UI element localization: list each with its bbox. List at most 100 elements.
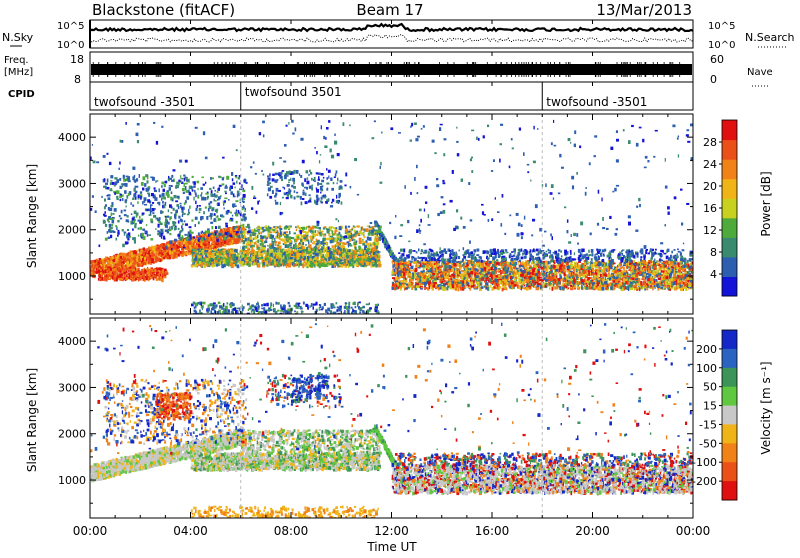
power-echo <box>117 255 119 258</box>
power-echo <box>378 226 380 229</box>
power-echo <box>192 176 194 178</box>
power-echo <box>268 235 270 237</box>
power-echo <box>129 257 131 260</box>
power-echo <box>290 245 292 247</box>
power-echo <box>365 228 368 232</box>
power-echo <box>182 223 184 225</box>
power-echo <box>308 241 309 244</box>
power-echo <box>151 193 154 196</box>
power-echo <box>310 262 313 264</box>
nsky-label: N.Sky <box>2 31 34 44</box>
power-echo <box>204 253 207 255</box>
freq-tick-top: 18 <box>70 53 84 66</box>
power-echo <box>138 220 141 222</box>
power-echo <box>340 234 342 237</box>
power-echo <box>251 247 253 250</box>
power-echo <box>122 185 123 187</box>
power-echo <box>244 235 246 238</box>
power-echo <box>374 248 376 251</box>
power-echo <box>376 238 379 242</box>
power-echo <box>191 259 192 262</box>
power-echo <box>218 226 221 229</box>
power-echo <box>335 173 337 176</box>
power-echo <box>295 244 297 248</box>
power-echo <box>171 185 173 187</box>
power-echo <box>359 240 362 244</box>
power-echo <box>170 229 172 231</box>
power-echo <box>331 188 334 191</box>
power-echo <box>317 198 319 201</box>
power-echo <box>371 250 372 253</box>
power-echo <box>278 246 281 249</box>
power-echo <box>157 218 159 220</box>
power-echo <box>300 239 302 242</box>
power-echo <box>337 247 340 249</box>
power-echo <box>287 238 289 240</box>
power-echo <box>390 253 392 256</box>
power-echo <box>373 258 374 261</box>
power-echo <box>127 261 129 264</box>
power-echo <box>186 190 189 193</box>
power-echo <box>305 260 307 263</box>
power-echo <box>125 184 128 186</box>
power-echo <box>229 187 231 191</box>
power-echo <box>267 181 269 184</box>
power-echo <box>322 263 325 267</box>
power-echo <box>295 264 297 267</box>
power-echo <box>332 233 335 235</box>
power-echo <box>307 263 309 266</box>
power-echo <box>307 251 310 254</box>
power-echo <box>181 254 183 257</box>
power-echo <box>303 190 305 192</box>
power-echo <box>140 196 142 200</box>
power-echo <box>317 230 319 233</box>
power-echo <box>134 254 136 257</box>
power-echo <box>151 221 154 223</box>
power-echo <box>312 185 314 187</box>
power-echo <box>134 224 136 228</box>
power-echo <box>203 211 205 214</box>
power-echo <box>288 250 291 253</box>
power-echo <box>351 264 353 267</box>
power-echo <box>116 238 118 241</box>
power-echo <box>102 261 104 264</box>
power-echo <box>244 220 246 222</box>
power-echo <box>184 202 186 205</box>
power-echo <box>182 214 183 217</box>
power-echo <box>228 257 230 260</box>
power-echo <box>279 226 281 229</box>
power-echo <box>206 243 208 246</box>
power-echo <box>240 202 242 204</box>
power-echo <box>348 226 350 228</box>
power-echo <box>246 260 247 262</box>
power-echo <box>337 250 339 252</box>
power-echo <box>219 242 221 245</box>
power-echo <box>301 183 303 186</box>
power-echo <box>114 185 116 187</box>
power-echo <box>161 233 163 236</box>
power-echo <box>140 250 142 253</box>
power-echo <box>185 246 187 249</box>
power-echo <box>317 182 319 186</box>
power-echo <box>213 238 215 241</box>
power-echo <box>332 199 334 202</box>
power-echo <box>386 241 388 244</box>
power-echo <box>378 264 380 268</box>
power-echo <box>373 252 375 255</box>
power-echo <box>265 261 267 265</box>
power-echo <box>193 263 194 265</box>
power-echo <box>392 255 394 258</box>
power-echo <box>242 228 245 231</box>
power-echo <box>145 174 148 177</box>
power-echo <box>238 210 240 214</box>
power-echo <box>186 243 188 246</box>
power-echo <box>375 233 377 235</box>
power-echo <box>197 181 200 184</box>
power-echo <box>91 272 93 275</box>
power-echo <box>132 229 134 231</box>
power-echo <box>201 258 204 260</box>
power-echo <box>297 236 299 238</box>
power-echo <box>199 257 201 259</box>
power-echo <box>275 241 277 243</box>
power-echo <box>314 257 316 260</box>
